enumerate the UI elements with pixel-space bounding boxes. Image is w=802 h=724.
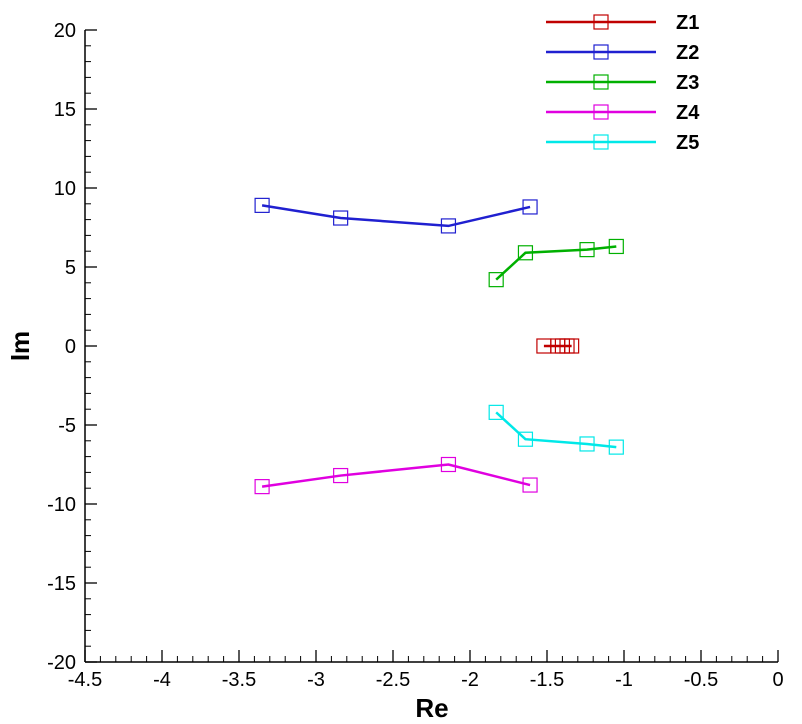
series-z4 [254,456,538,495]
legend: Z1 Z2 Z3 Z4 Z5 [546,12,700,154]
legend-marker [593,14,609,30]
legend-marker [593,44,609,60]
series-line [261,463,531,488]
legend-entry-z3: Z3 [546,72,699,94]
data-point-marker [333,210,349,226]
data-point-marker [254,479,270,495]
y-tick-label: 20 [54,20,76,42]
x-tick-label: 0 [772,669,783,691]
series-z5 [488,404,624,455]
data-point-marker [440,218,457,234]
data-point-marker [579,436,595,452]
data-point-marker [517,245,534,261]
x-tick-label: -4.5 [68,669,102,691]
legend-label: Z5 [676,132,699,154]
data-point-marker [488,404,504,420]
y-tick-label: -15 [47,573,76,595]
series-line [495,411,617,449]
legend-entry-z2: Z2 [546,42,699,64]
x-axis-title: Re [415,693,448,723]
data-point-marker [608,238,624,255]
x-tick-label: -2.5 [376,669,410,691]
x-tick-label: -0.5 [684,669,718,691]
data-point-marker [564,338,580,354]
x-tick-label: -4 [153,669,171,691]
series-z3 [488,238,624,288]
data-point-marker [488,272,504,288]
series-z1 [536,338,580,354]
axes: -4.5 -4 -3.5 -3 -2.5 -2 -1.5 -1 -0.5 0 -20 -15 -10 -5… [47,20,783,691]
data-point-marker [517,431,534,447]
legend-label: Z4 [676,102,700,124]
y-tick-label: 0 [65,336,76,358]
x-tick-label: -2 [461,669,479,691]
legend-entry-z5: Z5 [546,132,699,154]
x-tick-label: -1.5 [530,669,564,691]
legend-label: Z1 [676,12,699,34]
y-tick-label: 5 [65,257,76,279]
y-tick-label: -20 [47,652,76,674]
legend-label: Z2 [676,42,699,64]
series-line [261,204,531,228]
x-tick-label: -1 [615,669,633,691]
data-point-marker [608,439,624,455]
x-tick-label: -3 [307,669,325,691]
legend-marker [593,104,609,120]
series-layer [254,197,624,495]
y-tick-label: 15 [54,99,76,121]
y-tick-label: 10 [54,178,76,200]
series-z2 [254,197,538,234]
x-tick-label: -3.5 [222,669,256,691]
legend-label: Z3 [676,72,699,94]
legend-marker [593,134,609,150]
series-line [495,245,617,281]
legend-marker [593,74,609,90]
y-tick-label: -5 [58,415,76,437]
data-point-marker [579,242,595,258]
legend-entry-z4: Z4 [546,102,700,124]
data-point-marker [440,456,457,473]
data-point-marker [333,467,349,484]
data-point-marker [522,477,538,493]
data-point-marker [254,197,270,213]
y-tick-label: -10 [47,494,76,516]
y-axis-title: Im [5,331,35,361]
legend-entry-z1: Z1 [546,12,699,34]
data-point-marker [522,199,538,215]
